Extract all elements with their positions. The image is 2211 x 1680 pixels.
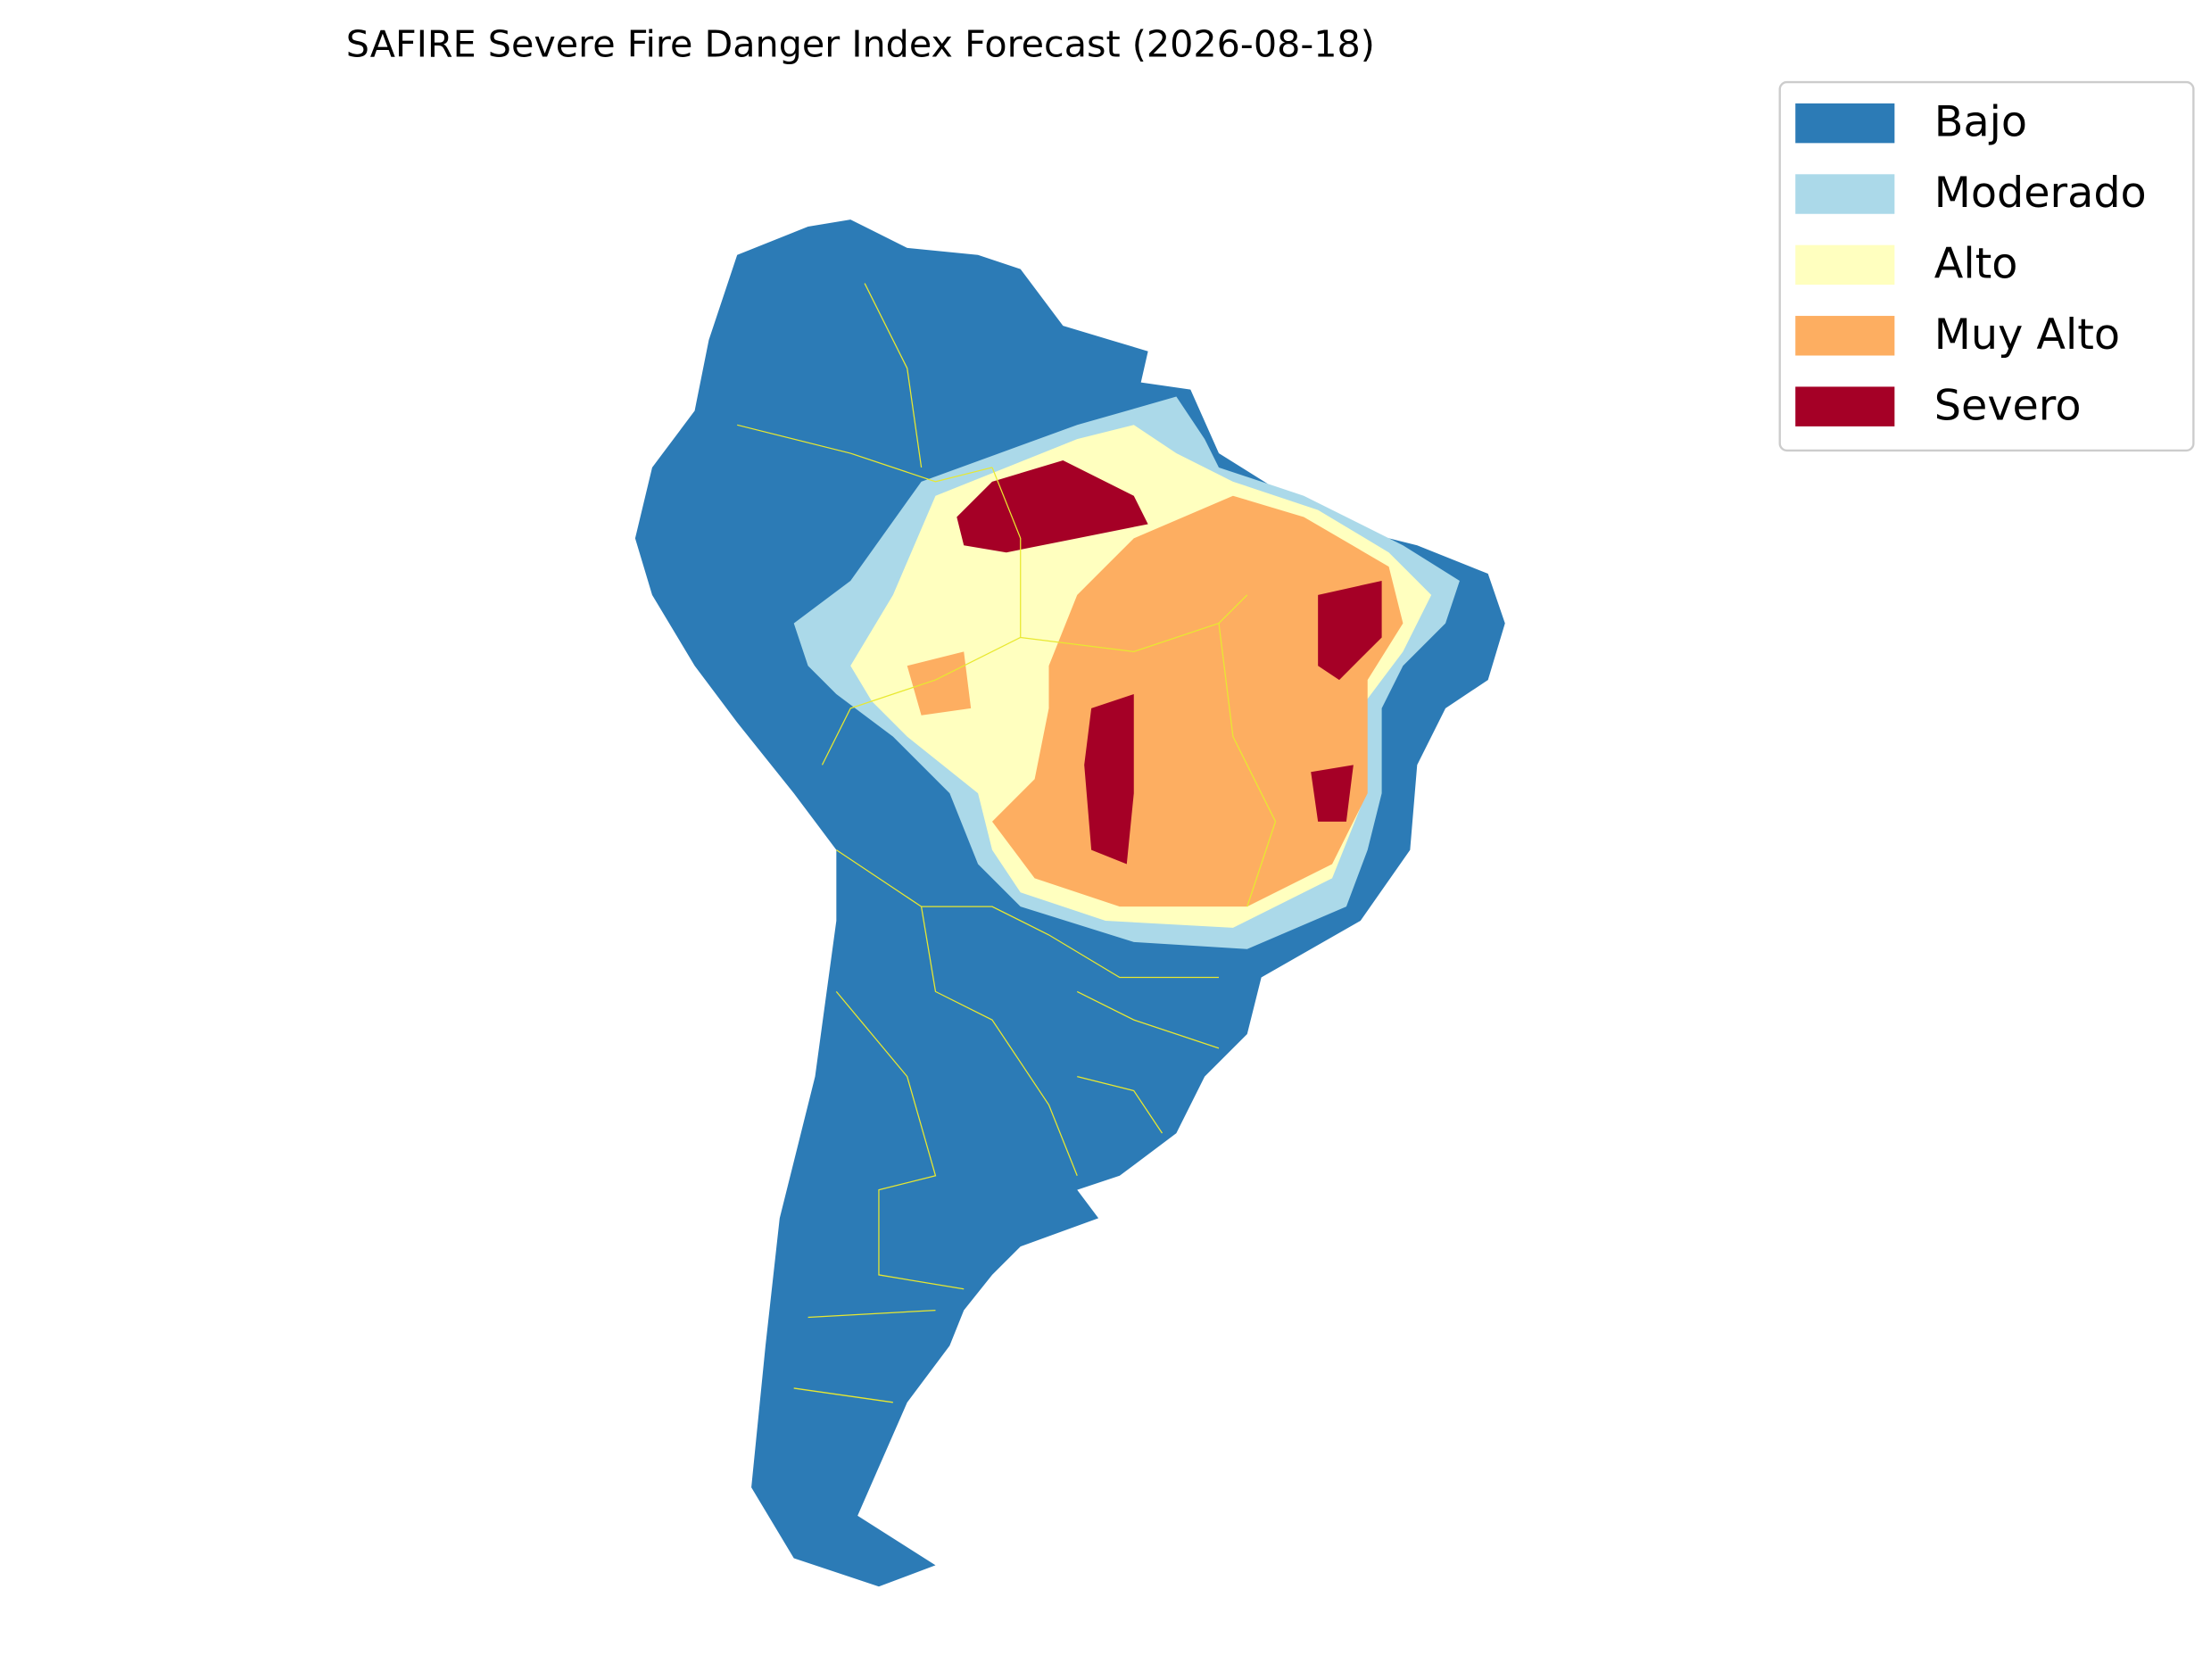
legend-label: Severo [1934, 381, 2082, 430]
legend-swatch [1795, 316, 1895, 356]
region-severo [956, 459, 1148, 553]
legend-swatch [1795, 386, 1895, 426]
legend-swatch [1795, 174, 1895, 214]
legend-swatch [1795, 244, 1895, 286]
map-title: SAFIRE Severe Fire Danger Index Forecast… [346, 22, 1375, 65]
legend-frame [1778, 80, 2195, 452]
region-severo [1311, 765, 1354, 822]
map-body [634, 219, 1505, 1587]
legend-label: Bajo [1934, 98, 2027, 147]
region-severo [1318, 580, 1382, 681]
region-muy-alto [907, 651, 972, 716]
legend-label: Muy Alto [1934, 310, 2120, 360]
borders [737, 283, 1277, 1403]
legend-swatch [1795, 103, 1895, 144]
region-severo [1084, 693, 1134, 865]
legend-label: Alto [1934, 239, 2018, 288]
legend-label: Moderado [1934, 169, 2147, 218]
legend: Bajo Moderado Alto Muy Alto Severo [1778, 80, 2195, 452]
